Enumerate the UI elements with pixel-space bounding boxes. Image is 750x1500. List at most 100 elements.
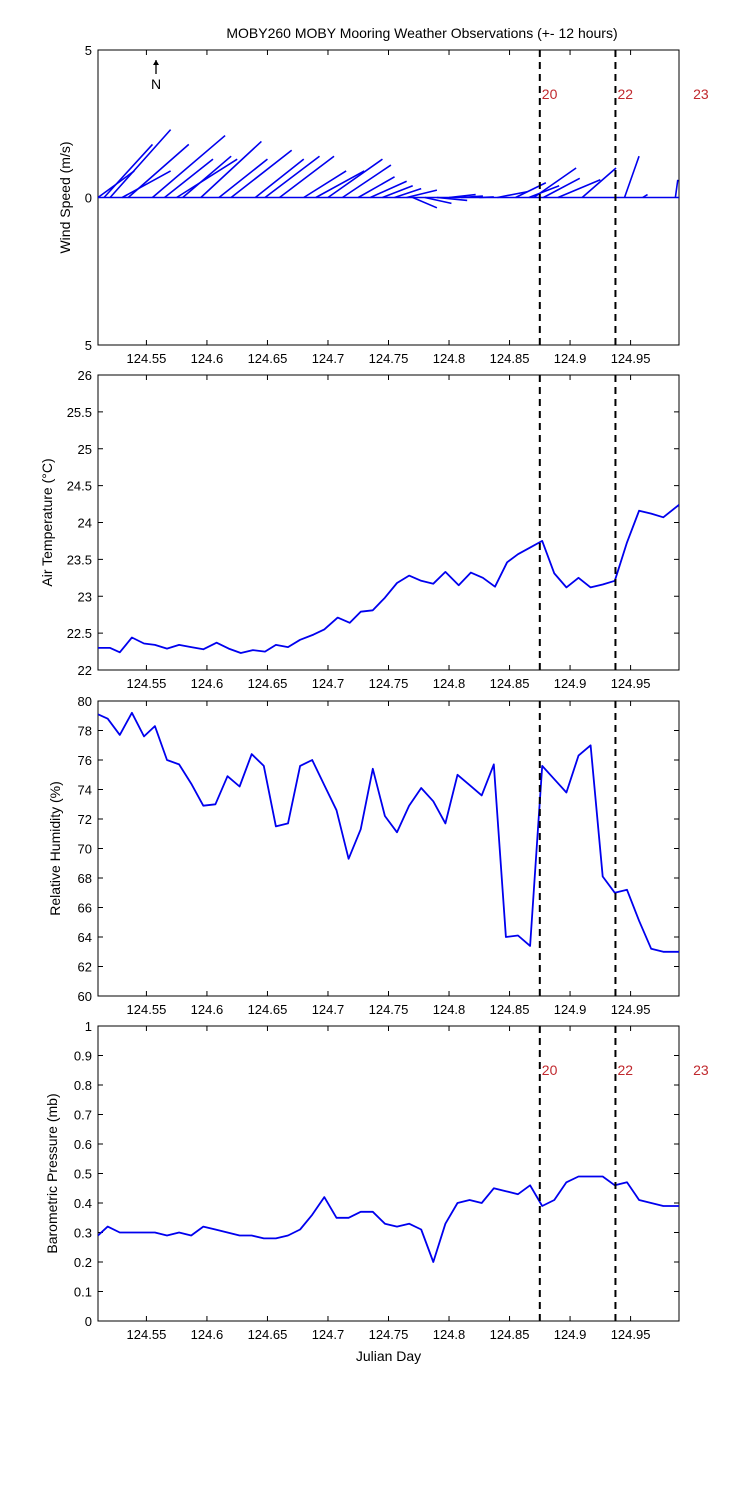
y-tick-label: 0.3 <box>74 1226 92 1241</box>
marker-label: 22 <box>617 1062 633 1078</box>
y-axis-label: Wind Speed (m/s) <box>57 141 73 253</box>
wind-vector <box>497 190 528 199</box>
panel-airtemp: 124.55 124.6 124.65 124.7 124.75 124.8 124.85 1… <box>39 368 680 691</box>
marker-label: 23 <box>693 86 709 102</box>
y-tick-label: 25 <box>78 442 92 457</box>
wind-vector <box>121 170 172 199</box>
x-tick-label: 124.9 <box>554 351 587 366</box>
y-tick-label: 74 <box>78 783 92 798</box>
series-line <box>98 1175 679 1263</box>
y-tick-label: 26 <box>78 368 92 383</box>
panel-pressure: 124.55 124.6 124.65 124.7 124.75 124.8 124.85 1… <box>44 1019 709 1364</box>
x-tick-label: 124.8 <box>433 1002 466 1017</box>
x-tick-label: 124.85 <box>490 351 530 366</box>
axes-frame <box>97 1025 680 1322</box>
x-tick-label: 124.95 <box>611 676 651 691</box>
wind-vector <box>127 143 190 199</box>
y-tick-label: 80 <box>78 694 92 709</box>
x-tick-label: 124.55 <box>127 1327 167 1342</box>
north-arrow-head <box>153 60 159 65</box>
wind-vector <box>623 155 640 198</box>
y-axis-label: Barometric Pressure (mb) <box>44 1093 60 1253</box>
y-tick-label: 0.8 <box>74 1078 92 1093</box>
y-tick-label: 64 <box>78 930 92 945</box>
x-tick-label: 124.7 <box>312 351 345 366</box>
wind-vector <box>479 196 494 199</box>
y-axis-label: Air Temperature (°C) <box>39 458 55 586</box>
wind-vector <box>406 189 438 199</box>
wind-vector <box>581 167 617 199</box>
y-tick-label: 70 <box>78 842 92 857</box>
y-tick-label: 0.6 <box>74 1137 92 1152</box>
wind-vector <box>279 155 335 199</box>
wind-vector <box>370 180 407 199</box>
axes-frame <box>97 700 680 997</box>
marker-label: 20 <box>542 86 558 102</box>
wind-vector <box>303 170 347 199</box>
x-tick-label: 124.8 <box>433 351 466 366</box>
y-tick-label: 0 <box>85 191 92 206</box>
y-tick-label: 76 <box>78 753 92 768</box>
y-tick-label: 62 <box>78 960 92 975</box>
y-tick-label: 68 <box>78 871 92 886</box>
wind-vector <box>674 179 679 198</box>
y-tick-label: 24 <box>78 516 92 531</box>
x-tick-label: 124.95 <box>611 1002 651 1017</box>
wind-vector <box>218 158 268 199</box>
marker-label: 23 <box>693 1062 709 1078</box>
x-tick-label: 124.9 <box>554 1327 587 1342</box>
y-tick-label: 0.7 <box>74 1108 92 1123</box>
axes-frame <box>97 374 680 671</box>
wind-vector <box>264 155 320 199</box>
data-layer <box>98 1175 679 1263</box>
y-tick-label: 25.5 <box>67 405 92 420</box>
x-tick-label: 124.8 <box>433 676 466 691</box>
data-layer <box>98 711 679 953</box>
wind-vector <box>254 158 305 199</box>
wind-vector <box>357 176 395 199</box>
y-tick-label: 5 <box>85 338 92 353</box>
x-tick-label: 124.55 <box>127 1002 167 1017</box>
wind-vector <box>543 177 581 199</box>
x-axis-label: Julian Day <box>356 1348 421 1364</box>
panel-humidity: 124.55 124.6 124.65 124.7 124.75 124.8 124.85 1… <box>47 694 680 1017</box>
wind-vector <box>182 155 232 199</box>
wind-vector <box>528 184 560 199</box>
y-tick-label: 0 <box>85 1314 92 1329</box>
y-tick-label: 0.2 <box>74 1255 92 1270</box>
wind-vector <box>327 158 383 199</box>
y-tick-label: 23 <box>78 589 92 604</box>
y-tick-label: 78 <box>78 724 92 739</box>
wind-vector <box>424 196 452 205</box>
x-tick-label: 124.65 <box>248 351 288 366</box>
x-tick-label: 124.7 <box>312 676 345 691</box>
wind-vector <box>109 129 172 199</box>
y-tick-label: 22 <box>78 663 92 678</box>
y-tick-label: 60 <box>78 989 92 1004</box>
wind-vector <box>230 149 293 199</box>
y-tick-label: 0.5 <box>74 1167 92 1182</box>
wind-vector <box>176 158 238 199</box>
wind-vector <box>394 187 422 199</box>
figure-title: MOBY260 MOBY Mooring Weather Observation… <box>226 25 617 41</box>
wind-vector <box>461 195 483 199</box>
x-tick-label: 124.7 <box>312 1327 345 1342</box>
x-tick-label: 124.6 <box>191 1002 224 1017</box>
x-tick-label: 124.55 <box>127 676 167 691</box>
y-tick-label: 22.5 <box>67 626 92 641</box>
marker-label: 22 <box>617 86 633 102</box>
wind-vector <box>642 193 648 199</box>
data-layer <box>98 129 679 209</box>
wind-vector <box>342 164 392 199</box>
x-tick-label: 124.55 <box>127 351 167 366</box>
series-line <box>98 504 679 654</box>
wind-vector <box>515 182 547 199</box>
x-tick-label: 124.9 <box>554 1002 587 1017</box>
wind-vector <box>436 196 468 202</box>
y-tick-label: 0.1 <box>74 1285 92 1300</box>
y-tick-label: 0.4 <box>74 1196 92 1211</box>
x-tick-label: 124.65 <box>248 676 288 691</box>
x-tick-label: 124.75 <box>369 1002 409 1017</box>
x-tick-label: 124.75 <box>369 351 409 366</box>
